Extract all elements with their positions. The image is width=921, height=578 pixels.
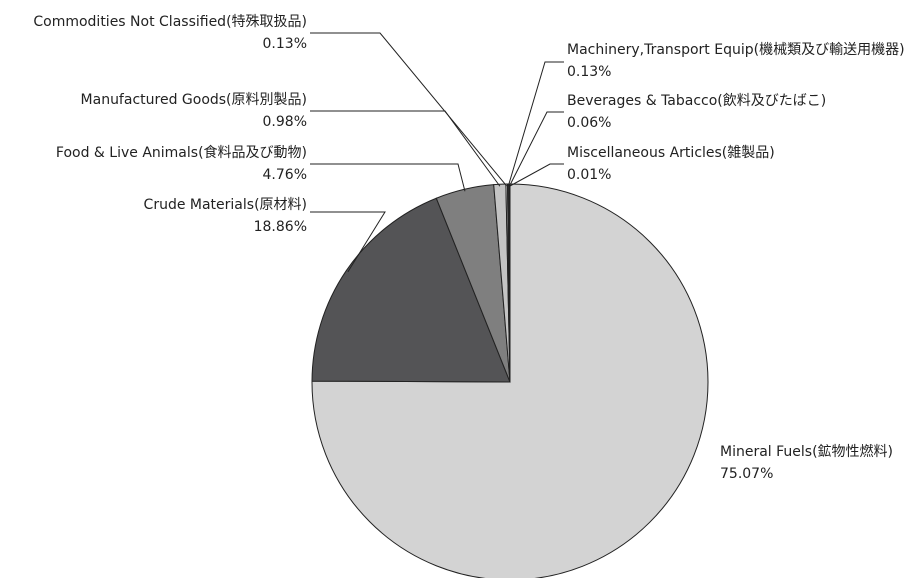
leader-line [509,163,564,187]
slice-value-label: 18.86% [254,219,307,235]
slice-label: Commodities Not Classified(特殊取扱品) [33,14,307,30]
leader-line [509,111,564,187]
slice-label: Mineral Fuels(鉱物性燃料) [720,443,893,460]
leader-line [310,32,508,187]
slice-value-label: 4.76% [263,167,307,183]
leader-line [507,61,564,187]
pie-slice [311,197,511,383]
slice-label: Machinery,Transport Equip(機械類及び輸送用機器) [567,42,905,58]
slice-label: Miscellaneous Articles(雑製品) [567,145,775,161]
slice-value-label: 0.06% [567,115,611,131]
slice-label: Manufactured Goods(原料別製品) [81,92,307,108]
slice-value-label: 75.07% [720,466,773,482]
slice-label: Beverages & Tabacco(飲料及びたばこ) [567,93,826,109]
slice-label: Food & Live Animals(食料品及び動物) [56,144,307,161]
slice-value-label: 0.01% [567,167,611,183]
slice-value-label: 0.13% [263,36,307,52]
leader-line [310,110,501,187]
slice-value-label: 0.13% [567,64,611,80]
leader-line [310,163,466,192]
pie-slice [311,183,709,578]
slice-value-label: 0.98% [263,114,307,130]
slice-label: Crude Materials(原材料) [144,197,307,213]
leader-line [310,211,386,273]
